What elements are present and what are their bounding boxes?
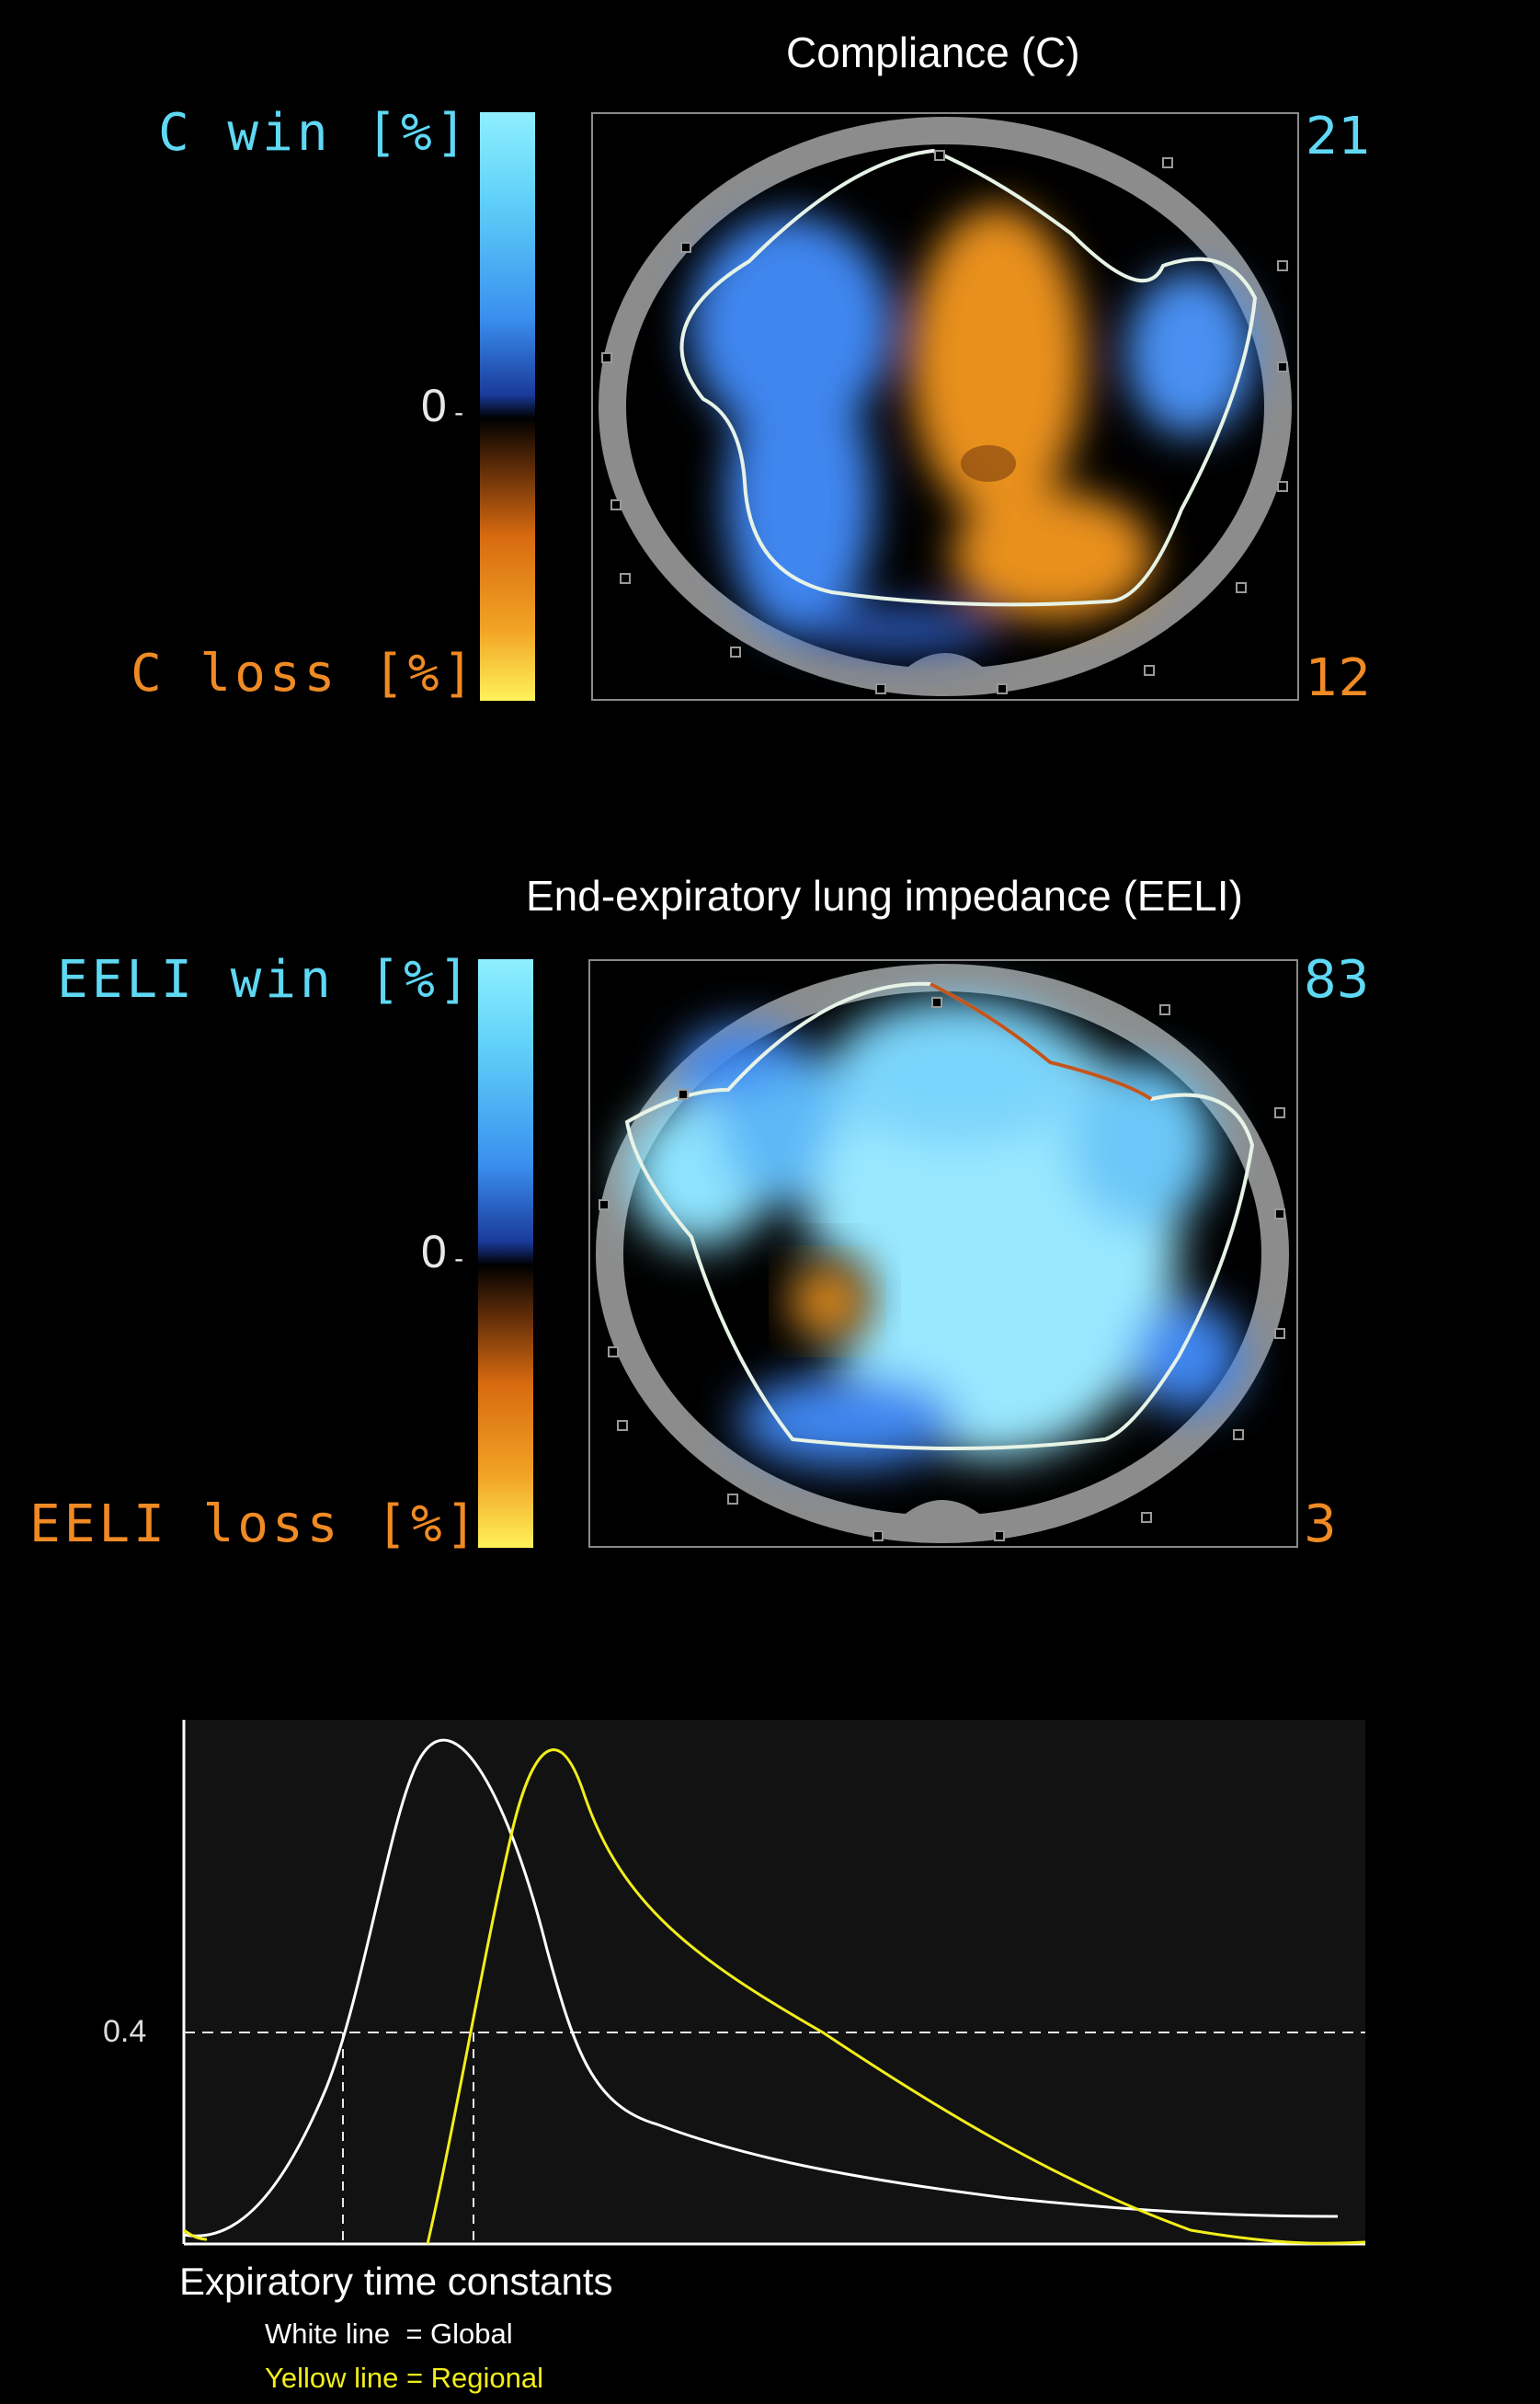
eeli-max-value: 83 (1304, 950, 1370, 1010)
c-max-value: 21 (1306, 107, 1372, 166)
compliance-title: Compliance (C) (786, 29, 1080, 76)
eeli-title: End-expiratory lung impedance (EELI) (526, 872, 1243, 920)
c-zero-label: 0 (421, 380, 447, 431)
eeli-loss-label: EELI loss [%] (29, 1494, 481, 1554)
ytick-label: 0.4 (103, 2014, 147, 2049)
legend-global: White line = Global (265, 2318, 513, 2350)
time-constant-chart (179, 1720, 1366, 2249)
eeli-zero-tick: 0 - (421, 1226, 464, 1277)
regional-curve (183, 1748, 1366, 2245)
eeli-colorbar (478, 959, 533, 1548)
global-curve (183, 1738, 1339, 2238)
time-constant-plot (182, 1720, 1366, 2246)
c-colorbar (480, 112, 535, 701)
c-zero-tick: 0 - (421, 380, 464, 431)
c-min-value: 12 (1306, 648, 1372, 708)
eeli-eit-image (588, 959, 1298, 1548)
plot-area (184, 1720, 1365, 2244)
legend-regional: Yellow line = Regional (265, 2362, 544, 2394)
c-loss-label: C loss [%] (131, 644, 478, 704)
eeli-win-label: EELI win [%] (57, 950, 473, 1010)
chart-caption: Expiratory time constants (179, 2260, 613, 2303)
eeli-min-value: 3 (1304, 1494, 1337, 1554)
c-win-label: C win [%] (158, 103, 471, 163)
compliance-eit-image (591, 112, 1299, 701)
eeli-zero-label: 0 (421, 1226, 447, 1277)
